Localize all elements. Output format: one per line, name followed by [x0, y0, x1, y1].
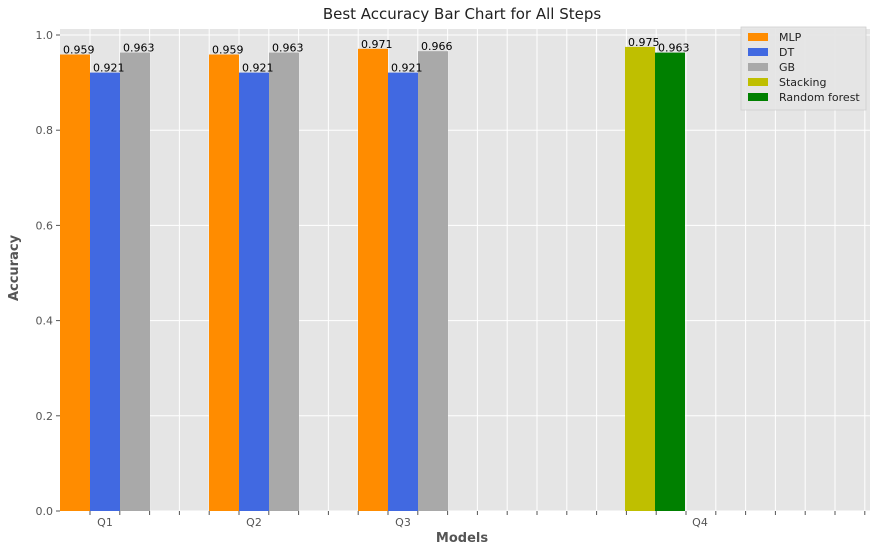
bar-random-forest-q4	[655, 52, 685, 511]
bar-dt-q1	[90, 72, 120, 511]
axes: 0.0 0.2 0.4 0.6 0.8 1.0 Q1 Q2 Q3 Q4	[36, 29, 866, 529]
y-tick-label: 1.0	[36, 29, 54, 42]
chart-title: Best Accuracy Bar Chart for All Steps	[323, 5, 602, 23]
data-label: 0.963	[658, 42, 690, 55]
bar-mlp-q1	[60, 54, 90, 512]
x-tick-label: Q1	[97, 516, 113, 529]
data-label: 0.963	[272, 42, 304, 55]
bar-dt-q2	[239, 72, 269, 511]
plot-area	[60, 29, 870, 511]
legend-label: DT	[779, 46, 794, 59]
bar-stacking-q4	[625, 46, 655, 512]
legend-label: GB	[779, 61, 795, 74]
bar-mlp-q3	[358, 48, 388, 511]
bar-dt-q3	[388, 72, 418, 511]
data-label: 0.921	[242, 62, 274, 75]
legend-label: MLP	[779, 31, 802, 44]
legend-swatch	[748, 78, 768, 86]
y-tick-label: 0.2	[36, 410, 54, 423]
legend-swatch	[748, 33, 768, 41]
y-tick-label: 0.6	[36, 219, 54, 232]
y-tick-label: 0.4	[36, 315, 54, 328]
y-tick-label: 0.8	[36, 124, 54, 137]
x-tick-label: Q2	[246, 516, 262, 529]
data-labels: 0.959 0.921 0.963 0.959 0.921 0.963 0.971 0.921…	[63, 36, 690, 75]
x-axis-label: Models	[436, 531, 488, 546]
bars	[60, 46, 685, 512]
data-label: 0.921	[391, 62, 423, 75]
legend: MLP DT GB Stacking Random forest	[740, 26, 867, 111]
legend-swatch	[748, 63, 768, 71]
bar-mlp-q2	[209, 54, 239, 512]
y-tick-label: 0.0	[36, 505, 54, 518]
bar-gb-q2	[269, 52, 299, 511]
data-label: 0.959	[212, 44, 244, 57]
data-label: 0.971	[361, 38, 393, 51]
x-tick-label: Q4	[692, 516, 708, 529]
bar-gb-q3	[418, 51, 448, 512]
x-tick-label: Q3	[395, 516, 411, 529]
legend-label: Random forest	[779, 91, 860, 104]
y-axis-label: Accuracy	[7, 234, 22, 301]
data-label: 0.963	[123, 42, 155, 55]
legend-swatch	[748, 48, 768, 56]
bar-gb-q1	[120, 52, 150, 511]
data-label: 0.975	[628, 36, 660, 49]
legend-swatch	[748, 93, 768, 101]
data-label: 0.966	[421, 40, 453, 53]
data-label: 0.959	[63, 44, 95, 57]
legend-label: Stacking	[779, 76, 826, 89]
data-label: 0.921	[93, 62, 125, 75]
